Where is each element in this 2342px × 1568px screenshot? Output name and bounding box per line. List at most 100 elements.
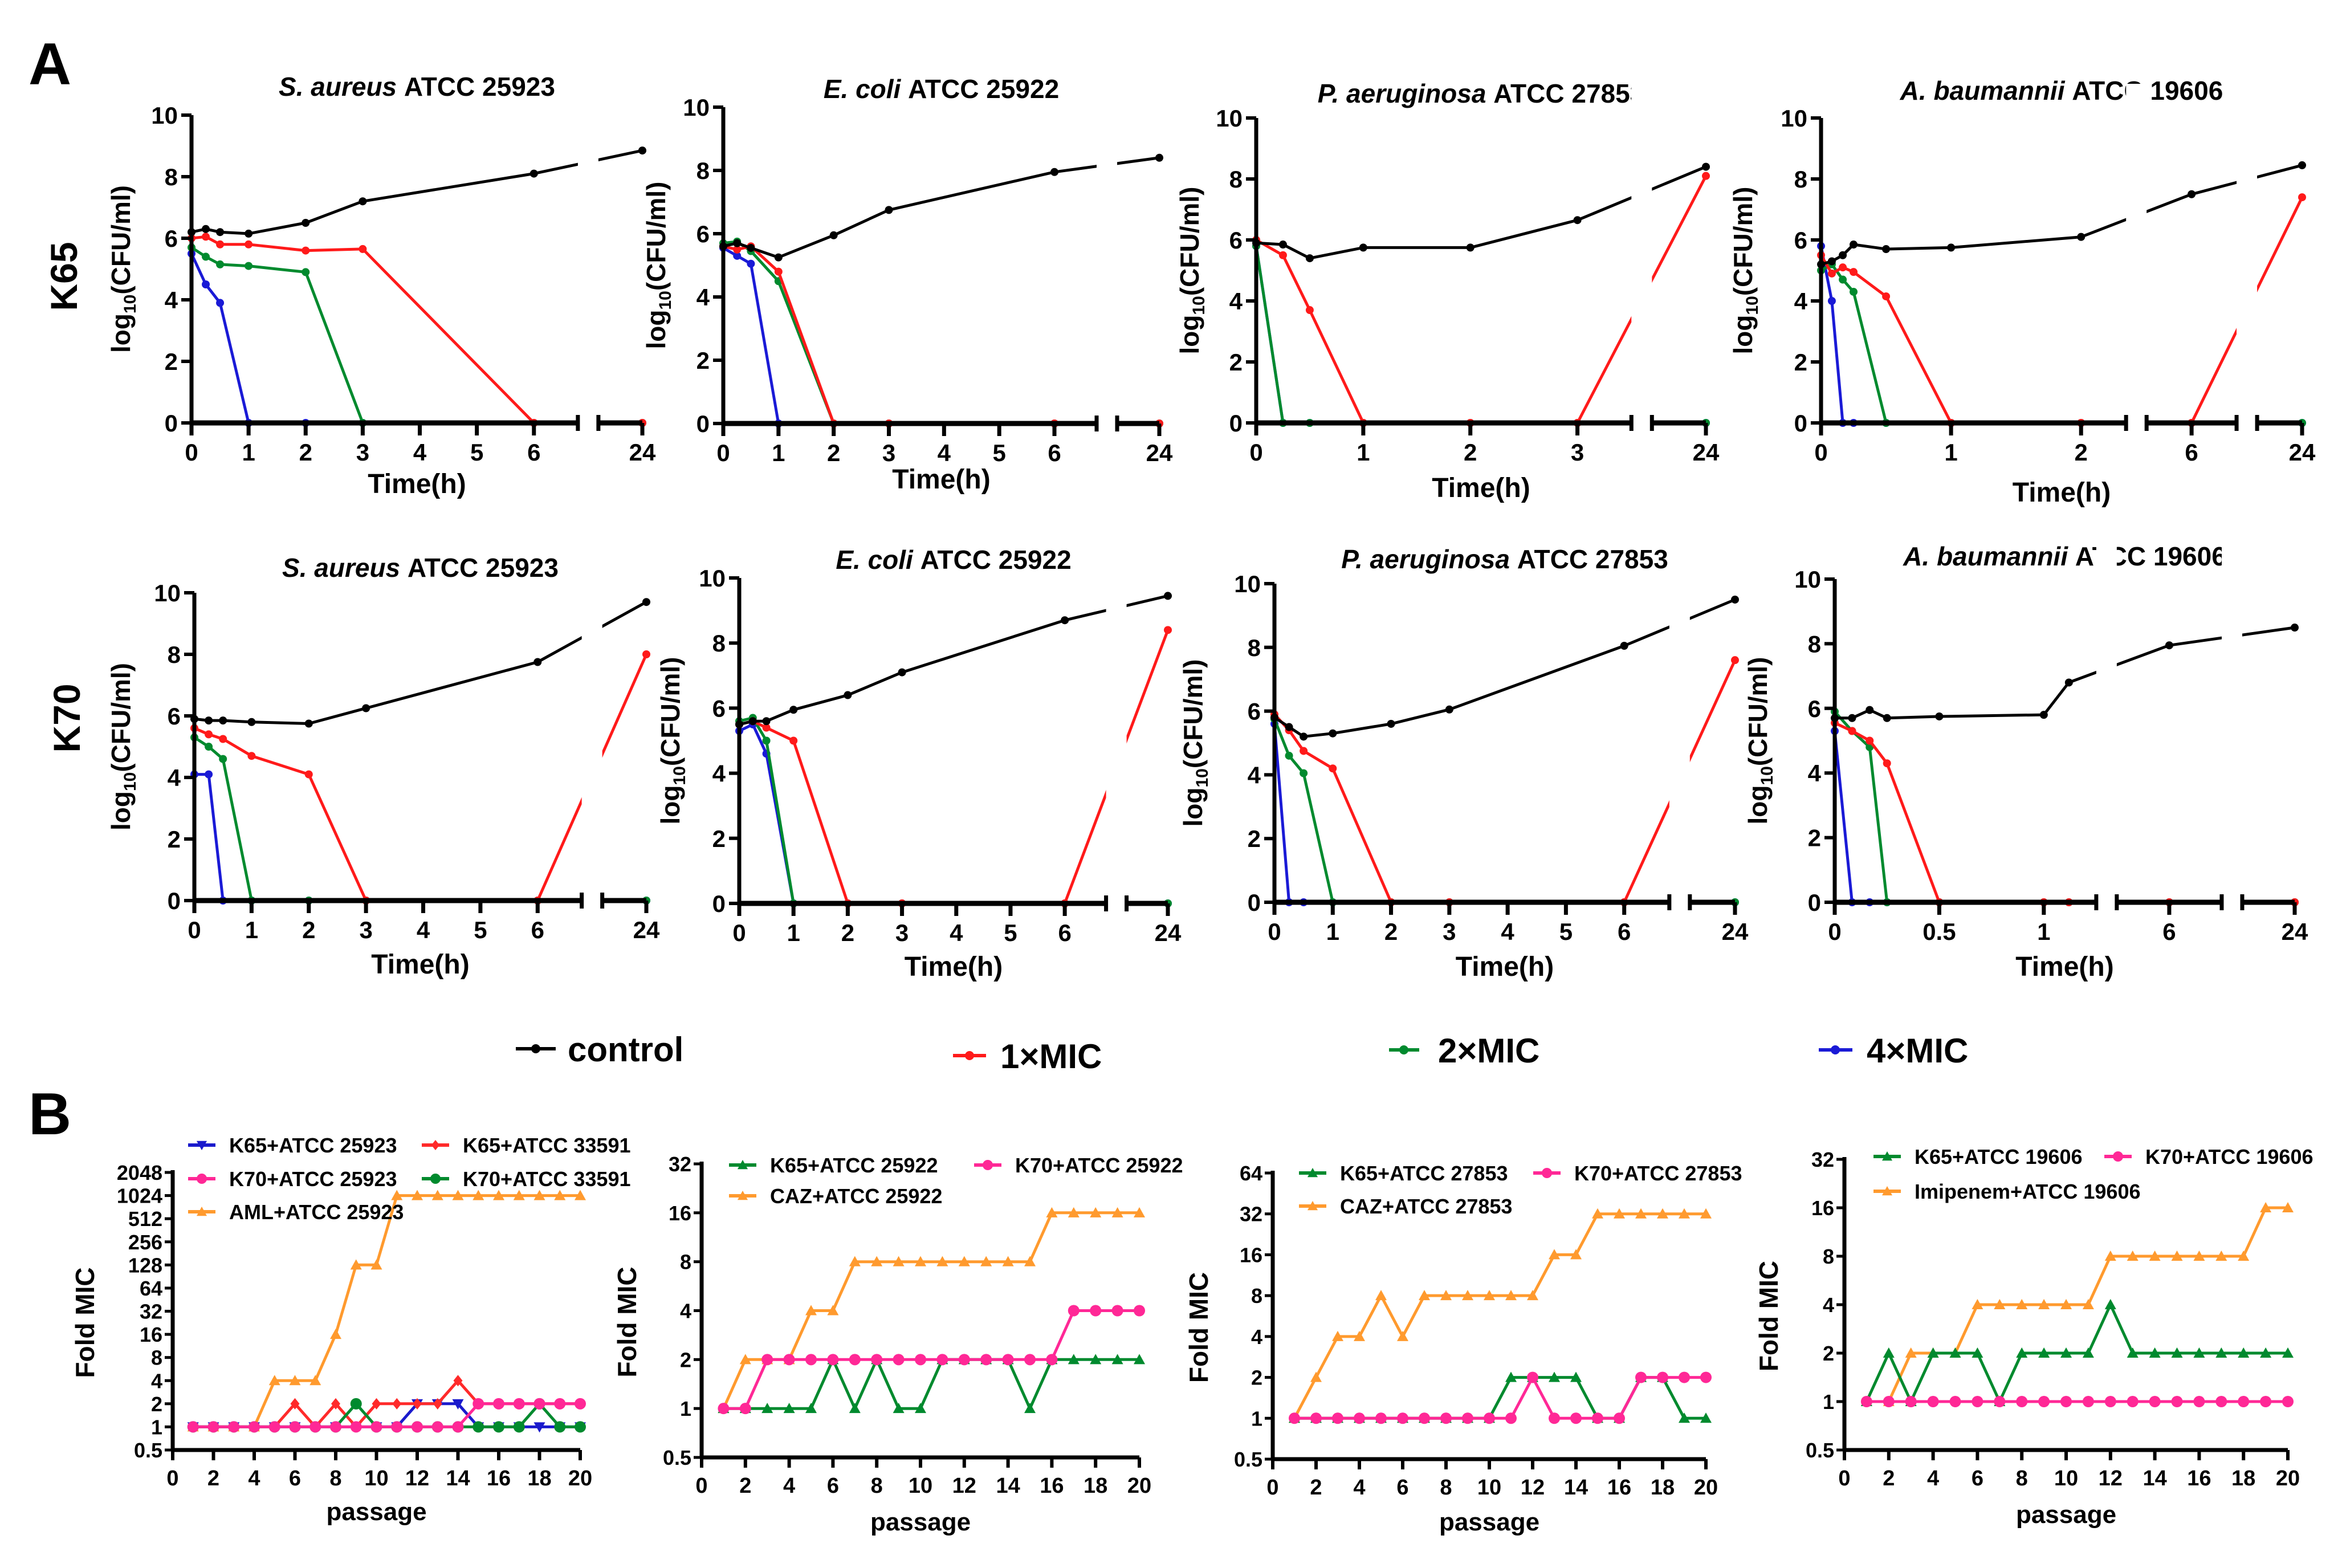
- x-tick-label: 24: [1146, 439, 1173, 466]
- marker-circle: [1134, 1305, 1145, 1317]
- panel-b-label: B: [28, 1081, 71, 1147]
- y-tick-label: 4: [712, 760, 726, 787]
- x-tick-label: 2: [827, 439, 840, 466]
- data-point: [1850, 287, 1858, 296]
- legend-label-control: control: [568, 1031, 683, 1069]
- row-label-k70: K70: [46, 683, 88, 752]
- legend-item-control: control: [516, 1031, 683, 1069]
- data-point: [1702, 162, 1710, 171]
- data-point: [748, 717, 757, 726]
- data-point: [2291, 624, 2299, 632]
- marker-circle: [391, 1421, 403, 1433]
- x-tick-label: 18: [1084, 1474, 1107, 1498]
- x-tick-label: 14: [2143, 1467, 2166, 1490]
- marker-diamond: [433, 1398, 442, 1410]
- legend-label: K65+ATCC 33591: [463, 1134, 631, 1157]
- data-point: [1061, 616, 1069, 625]
- series-control: [719, 153, 1163, 262]
- marker-triangle-up: [2282, 1202, 2294, 1212]
- data-point: [1300, 747, 1308, 755]
- data-point: [1866, 736, 1874, 745]
- y-tick-label: 2: [151, 1392, 162, 1416]
- marker-triangle-up: [1700, 1208, 1712, 1219]
- marker-diamond: [372, 1398, 381, 1410]
- marker-triangle-up: [1657, 1208, 1668, 1219]
- legend: K65+ATCC 25923 K65+ATCC 33591 K70+ATCC 259…: [188, 1134, 631, 1224]
- legend-item-caz-atcc-27853: CAZ+ATCC 27853: [1299, 1195, 1512, 1218]
- marker-triangle-up: [2171, 1251, 2183, 1261]
- x-tick-label: 8: [871, 1474, 883, 1498]
- y-axis-label: log10(CFU/ml): [106, 185, 140, 353]
- x-tick-label: 3: [356, 439, 369, 466]
- x-tick-label: 24: [1722, 918, 1749, 945]
- data-point: [1466, 243, 1475, 252]
- marker-triangle-up: [738, 1191, 748, 1200]
- series-line-caz-atcc-25922: [722, 1211, 1139, 1410]
- chart-title-strain: ATCC 25923: [408, 553, 559, 583]
- marker-triangle-up: [370, 1259, 382, 1270]
- x-tick-label: 2: [1883, 1467, 1895, 1490]
- y-tick-label: 6: [165, 225, 178, 252]
- data-point: [362, 704, 370, 712]
- x-tick-label: 4: [1501, 918, 1514, 945]
- y-axis-label-part: (CFU/ml): [1743, 657, 1773, 767]
- x-tick-label: 20: [1127, 1474, 1151, 1498]
- x-tick-label: 8: [329, 1467, 341, 1490]
- x-tick-label: 2: [2075, 439, 2088, 466]
- marker-triangle-up: [1134, 1354, 1145, 1365]
- series-line-aml-atcc-25923: [193, 1194, 580, 1428]
- marker-circle: [431, 1421, 443, 1433]
- y-tick-label: 6: [168, 703, 181, 730]
- x-tick-label: 6: [289, 1467, 301, 1490]
- legend-label: K70+ATCC 25922: [1015, 1154, 1183, 1177]
- marker-circle: [1657, 1371, 1668, 1383]
- data-point: [762, 723, 771, 732]
- y-axis-label: Fold MIC: [1754, 1261, 1783, 1371]
- x-tick-label: 3: [895, 919, 909, 946]
- y-tick-label: 10: [683, 94, 710, 121]
- data-point: [1882, 245, 1891, 254]
- y-axis-label-subscript: 10: [1758, 766, 1777, 785]
- y-tick-label: 4: [1794, 288, 1808, 315]
- marker-triangle-up: [1134, 1207, 1145, 1217]
- marker-circle: [350, 1421, 362, 1433]
- marker-triangle-up: [1570, 1249, 1582, 1260]
- y-tick-label: 4: [168, 764, 181, 791]
- data-point: [1305, 254, 1314, 263]
- y-tick-label: 0: [712, 890, 726, 917]
- x-tick-label: 0: [1814, 439, 1827, 466]
- y-axis-label-subscript: 10: [121, 295, 140, 313]
- data-point: [1866, 706, 1874, 714]
- x-tick-label: 6: [531, 917, 544, 943]
- data-point: [247, 752, 256, 760]
- y-tick-label: 0.5: [134, 1439, 162, 1462]
- y-axis-label: Fold MIC: [612, 1266, 642, 1377]
- data-point: [1839, 263, 1847, 272]
- marker-triangle-up: [2171, 1347, 2183, 1358]
- marker-circle: [1905, 1396, 1917, 1407]
- y-tick-label: 8: [1248, 634, 1261, 661]
- x-tick-label: 16: [1040, 1474, 1064, 1498]
- y-tick-label: 128: [128, 1253, 162, 1277]
- y-tick-label: 16: [140, 1323, 162, 1346]
- x-tick-label: 1: [772, 439, 785, 466]
- y-tick-label: 10: [1234, 571, 1261, 597]
- marker-triangle-up: [1068, 1207, 1080, 1217]
- marker-circle: [228, 1421, 240, 1433]
- marker-circle: [473, 1398, 484, 1410]
- marker-circle: [739, 1403, 751, 1415]
- x-tick-label: 10: [909, 1474, 932, 1498]
- legend-item-k70-atcc-25923: K70+ATCC 25923: [188, 1167, 397, 1191]
- x-tick-label: 3: [359, 917, 372, 943]
- data-point: [2188, 190, 2196, 198]
- marker-triangle-up: [1949, 1347, 1961, 1358]
- marker-triangle-up: [1308, 1168, 1318, 1178]
- data-point: [216, 240, 225, 249]
- marker-triangle-up: [2260, 1202, 2272, 1212]
- y-tick-label: 32: [1811, 1148, 1834, 1171]
- chart-title: P. aeruginosa ATCC 27853: [1341, 544, 1668, 574]
- marker-circle: [1002, 1354, 1014, 1366]
- y-tick-label: 2: [1229, 349, 1243, 376]
